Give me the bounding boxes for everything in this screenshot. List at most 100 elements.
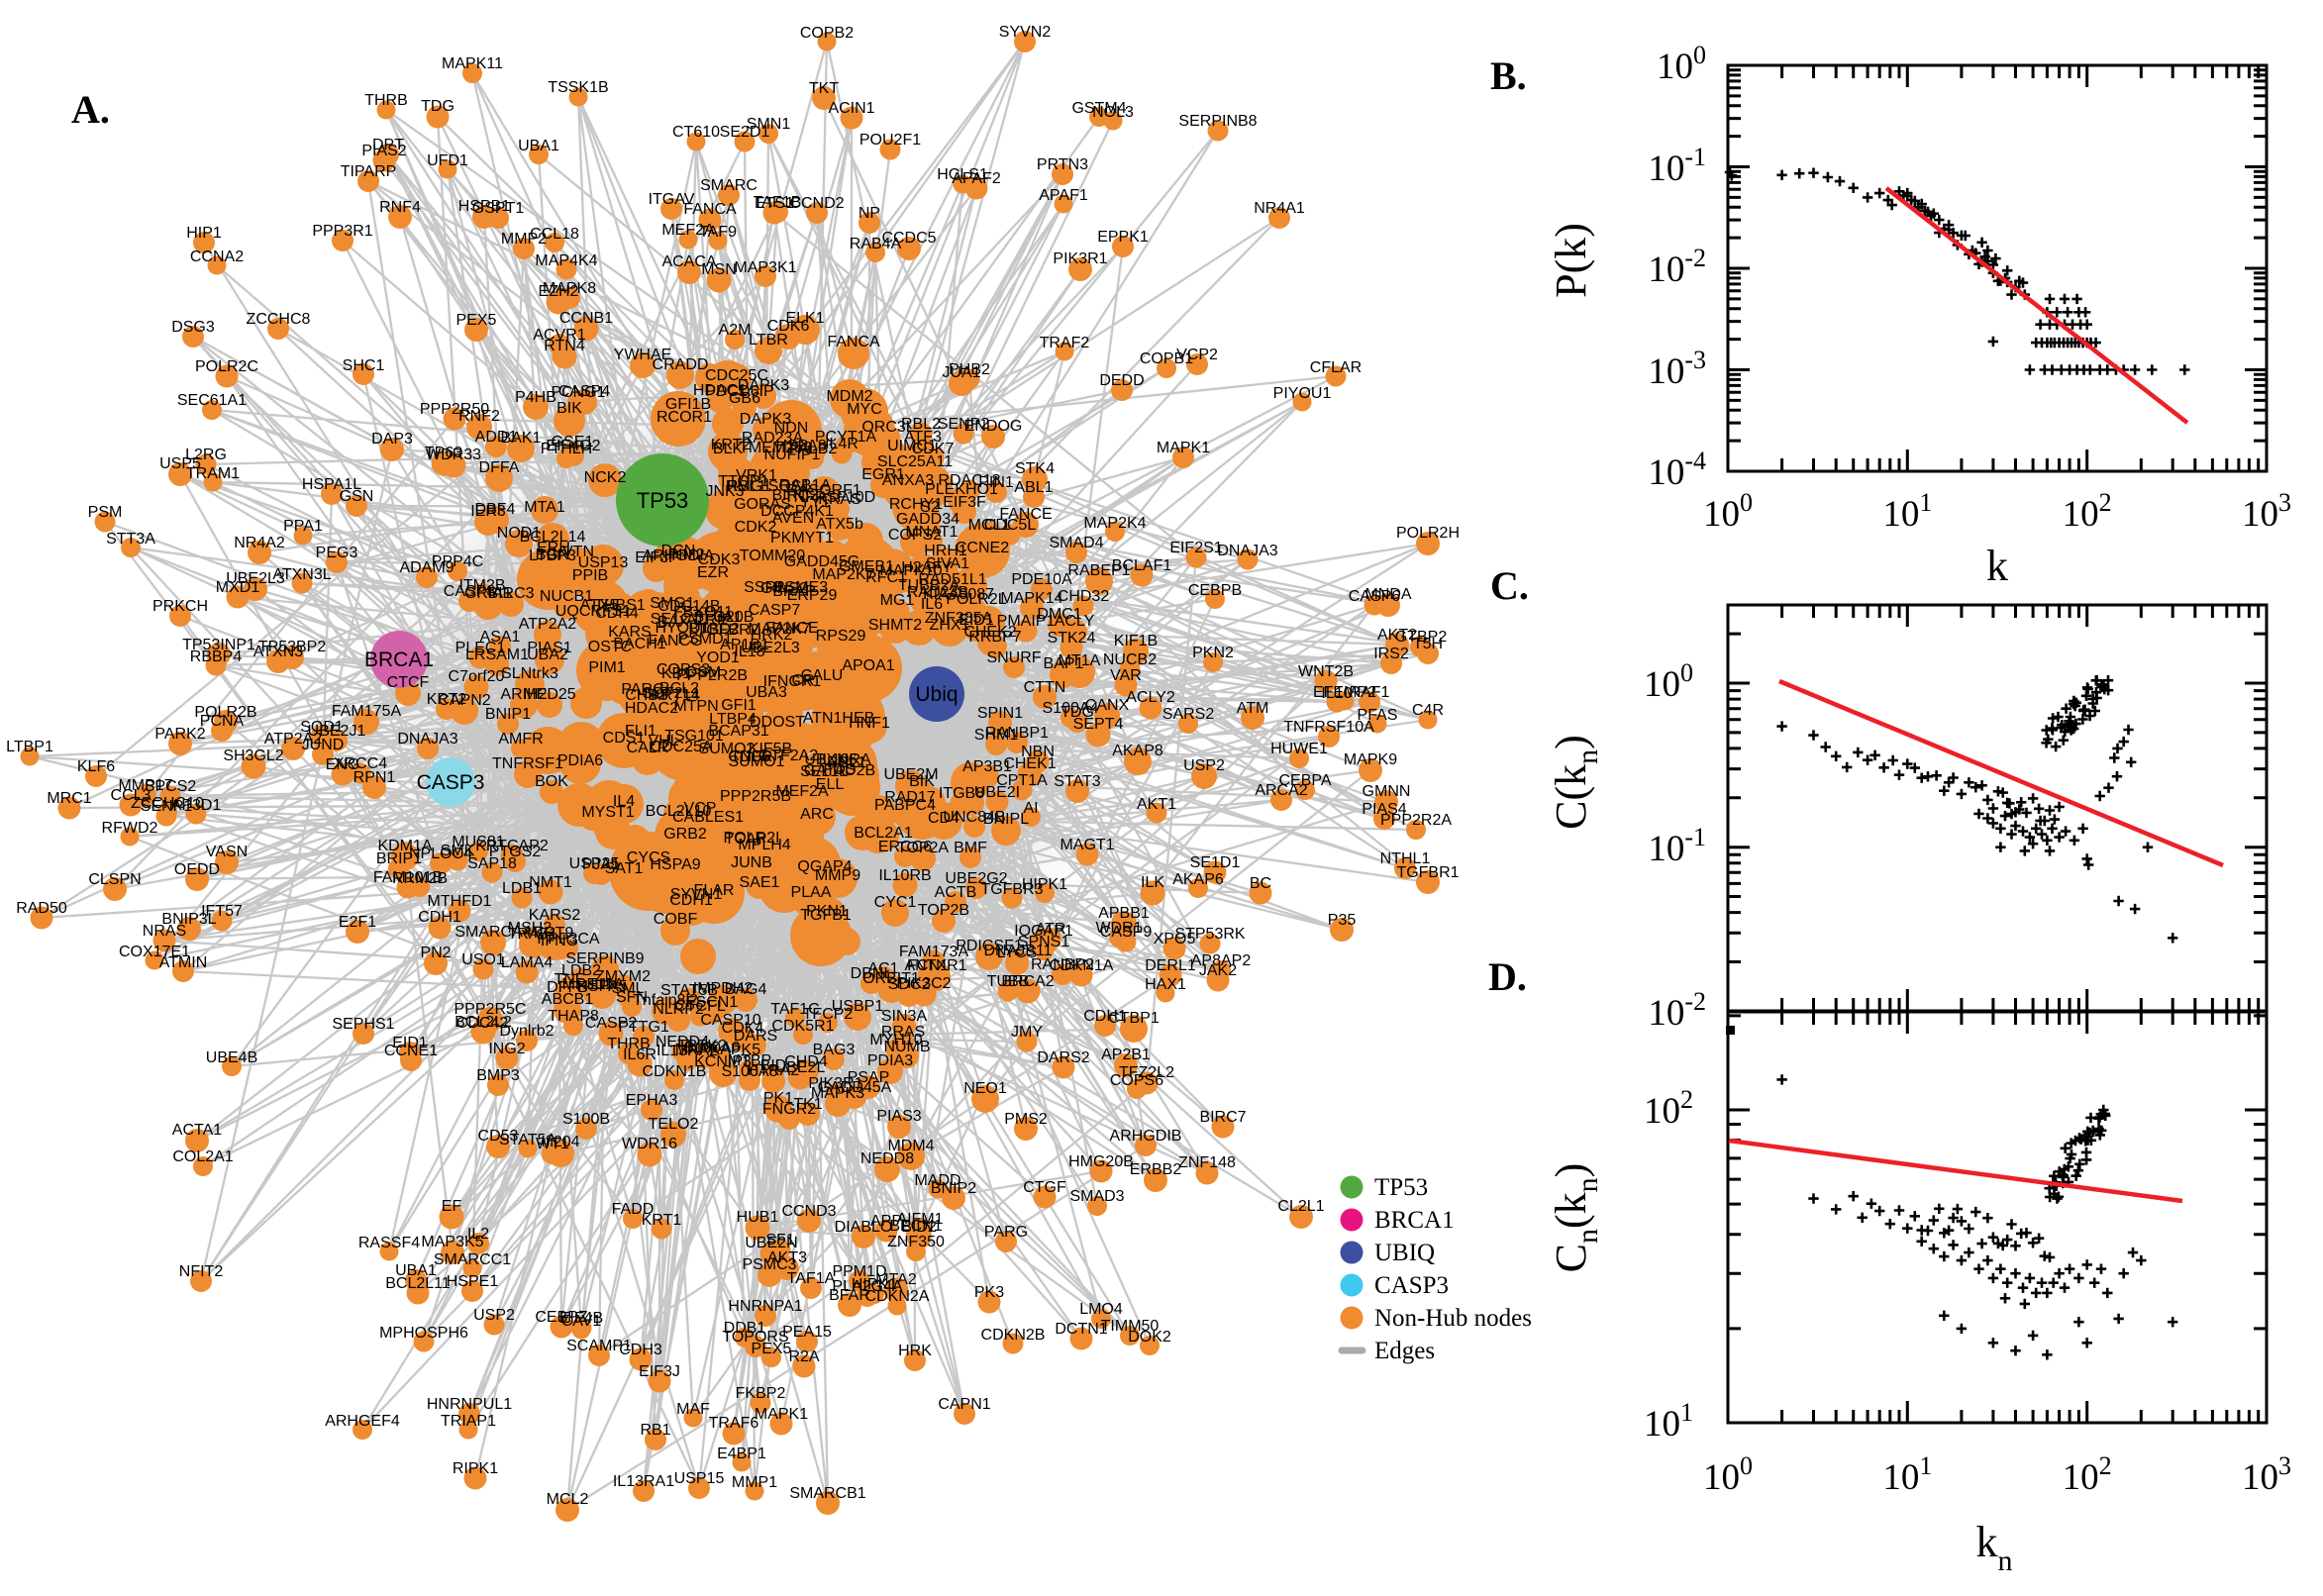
svg-text:CDK6: CDK6	[767, 318, 810, 335]
svg-text:DEDD: DEDD	[1099, 372, 1144, 389]
svg-text:IL10RA: IL10RA	[818, 751, 871, 768]
svg-text:PKMYT1: PKMYT1	[770, 530, 834, 547]
svg-text:ORBIT1: ORBIT1	[862, 970, 920, 987]
svg-text:FCN1: FCN1	[907, 957, 949, 974]
svg-text:DFFB: DFFB	[547, 979, 588, 996]
svg-text:HRK2: HRK2	[751, 627, 793, 644]
svg-text:CDC25A: CDC25A	[650, 739, 712, 755]
svg-text:GRIA1: GRIA1	[464, 585, 512, 602]
svg-text:ORC3L: ORC3L	[861, 419, 914, 436]
svg-text:CDC42: CDC42	[456, 1015, 509, 1032]
svg-text:HIPK1: HIPK1	[1022, 876, 1067, 893]
svg-text:MAP4K4: MAP4K4	[535, 252, 597, 269]
svg-text:NPLOC4: NPLOC4	[409, 846, 472, 862]
svg-text:IL4R: IL4R	[825, 436, 858, 452]
svg-text:10-3: 10-3	[1648, 346, 1706, 392]
svg-text:BIRC7: BIRC7	[1199, 1109, 1246, 1126]
svg-text:ARCA2: ARCA2	[1255, 782, 1307, 799]
svg-text:CDKN2A: CDKN2A	[865, 1288, 930, 1305]
svg-text:PRTN3: PRTN3	[1037, 156, 1088, 173]
svg-text:CASP7: CASP7	[749, 602, 801, 619]
svg-text:DDOST: DDOST	[750, 714, 805, 731]
svg-text:BAK1: BAK1	[501, 430, 542, 447]
svg-text:CD53: CD53	[478, 1128, 519, 1145]
svg-text:SUMO1: SUMO1	[729, 753, 785, 770]
svg-text:CCNE2: CCNE2	[956, 540, 1009, 556]
svg-text:MAPKAPK5: MAPKAPK5	[675, 1042, 760, 1058]
svg-text:100: 100	[1657, 41, 1706, 87]
svg-text:GSTM4: GSTM4	[1071, 100, 1126, 117]
svg-text:ATM: ATM	[1237, 700, 1269, 717]
svg-text:k: k	[1986, 542, 2008, 590]
svg-text:UBA1: UBA1	[395, 1262, 437, 1279]
svg-text:DNAJA3: DNAJA3	[397, 731, 457, 748]
svg-text:VHL: VHL	[648, 733, 678, 749]
svg-text:IRS2: IRS2	[1373, 646, 1409, 662]
svg-text:CDH3: CDH3	[619, 1342, 662, 1358]
svg-text:THRB: THRB	[607, 1036, 651, 1052]
svg-text:ZNF350: ZNF350	[887, 1234, 945, 1250]
svg-text:MMP17: MMP17	[118, 777, 172, 794]
svg-text:SHC1: SHC1	[343, 357, 385, 374]
svg-text:DIABLO: DIABLO	[835, 1219, 893, 1236]
svg-text:IL10: IL10	[1321, 685, 1352, 702]
svg-text:102: 102	[1644, 1085, 1693, 1132]
svg-text:TOMM20: TOMM20	[740, 548, 805, 564]
svg-text:GSN: GSN	[340, 488, 374, 505]
svg-text:101: 101	[1882, 488, 1932, 535]
svg-text:RAD50: RAD50	[16, 900, 67, 917]
svg-text:EIF4G2: EIF4G2	[546, 438, 600, 454]
svg-text:JNK3: JNK3	[705, 483, 744, 500]
svg-text:ZHX1: ZHX1	[930, 617, 970, 634]
svg-text:E4BP1: E4BP1	[717, 1446, 766, 1462]
svg-text:MTHFD1: MTHFD1	[428, 893, 492, 910]
svg-text:ERBB2: ERBB2	[1130, 1161, 1182, 1178]
svg-text:RFWD2: RFWD2	[102, 820, 158, 837]
svg-text:NUMB: NUMB	[883, 1039, 930, 1055]
svg-text:AKT2: AKT2	[1377, 627, 1417, 644]
svg-text:EID1: EID1	[392, 1035, 428, 1051]
svg-text:PKN2: PKN2	[1192, 645, 1234, 661]
svg-text:VCP2: VCP2	[1176, 347, 1218, 363]
svg-text:KB1: KB1	[661, 665, 691, 682]
svg-text:NRAS: NRAS	[143, 923, 186, 940]
svg-text:TAF1A: TAF1A	[787, 1270, 836, 1287]
svg-text:GB6: GB6	[729, 390, 760, 407]
svg-text:MAPK14: MAPK14	[1000, 590, 1062, 607]
svg-text:ADD1: ADD1	[475, 429, 518, 446]
svg-text:PPP3CA: PPP3CA	[537, 931, 599, 948]
svg-text:KIF1B: KIF1B	[1114, 633, 1158, 649]
svg-text:JAK2: JAK2	[1199, 962, 1237, 979]
svg-text:CCNB1: CCNB1	[559, 310, 613, 327]
svg-text:PIK3R1: PIK3R1	[1053, 250, 1107, 267]
svg-text:PLEC1: PLEC1	[455, 640, 506, 656]
svg-text:PDICSF1: PDICSF1	[956, 938, 1023, 954]
svg-text:CDKN1B: CDKN1B	[643, 1063, 707, 1080]
svg-text:HDAC2: HDAC2	[625, 700, 678, 717]
svg-text:CR: CR	[791, 672, 814, 689]
svg-text:PLA2G4A: PLA2G4A	[832, 1278, 902, 1295]
svg-text:RAD23A: RAD23A	[742, 430, 804, 447]
svg-text:MTPN: MTPN	[673, 698, 718, 715]
svg-text:HCLS1: HCLS1	[937, 166, 988, 183]
svg-text:CHD4: CHD4	[784, 1053, 828, 1070]
svg-text:IL10RB: IL10RB	[878, 867, 931, 884]
svg-text:CANX: CANX	[1085, 697, 1130, 714]
svg-text:GSPT1: GSPT1	[472, 200, 525, 217]
svg-text:PPP4C: PPP4C	[432, 553, 483, 570]
svg-text:COX17E1: COX17E1	[119, 944, 190, 960]
svg-text:CCL3: CCL3	[111, 787, 152, 804]
svg-text:OSM: OSM	[685, 664, 721, 681]
svg-text:MAF: MAF	[676, 1401, 710, 1418]
svg-text:SDC2: SDC2	[888, 976, 931, 993]
svg-text:CDK2: CDK2	[735, 519, 777, 536]
svg-text:IL6R: IL6R	[623, 1047, 656, 1063]
svg-text:BAP1: BAP1	[1044, 655, 1084, 672]
svg-text:BRIP1: BRIP1	[376, 850, 422, 867]
svg-text:SAT1: SAT1	[605, 860, 644, 877]
svg-text:USBP1: USBP1	[832, 998, 884, 1015]
svg-text:PPP2R2A: PPP2R2A	[1380, 812, 1452, 829]
svg-text:XRCC4: XRCC4	[334, 755, 387, 772]
svg-text:PIAS1: PIAS1	[527, 640, 571, 656]
svg-text:PTGS2: PTGS2	[489, 844, 542, 860]
